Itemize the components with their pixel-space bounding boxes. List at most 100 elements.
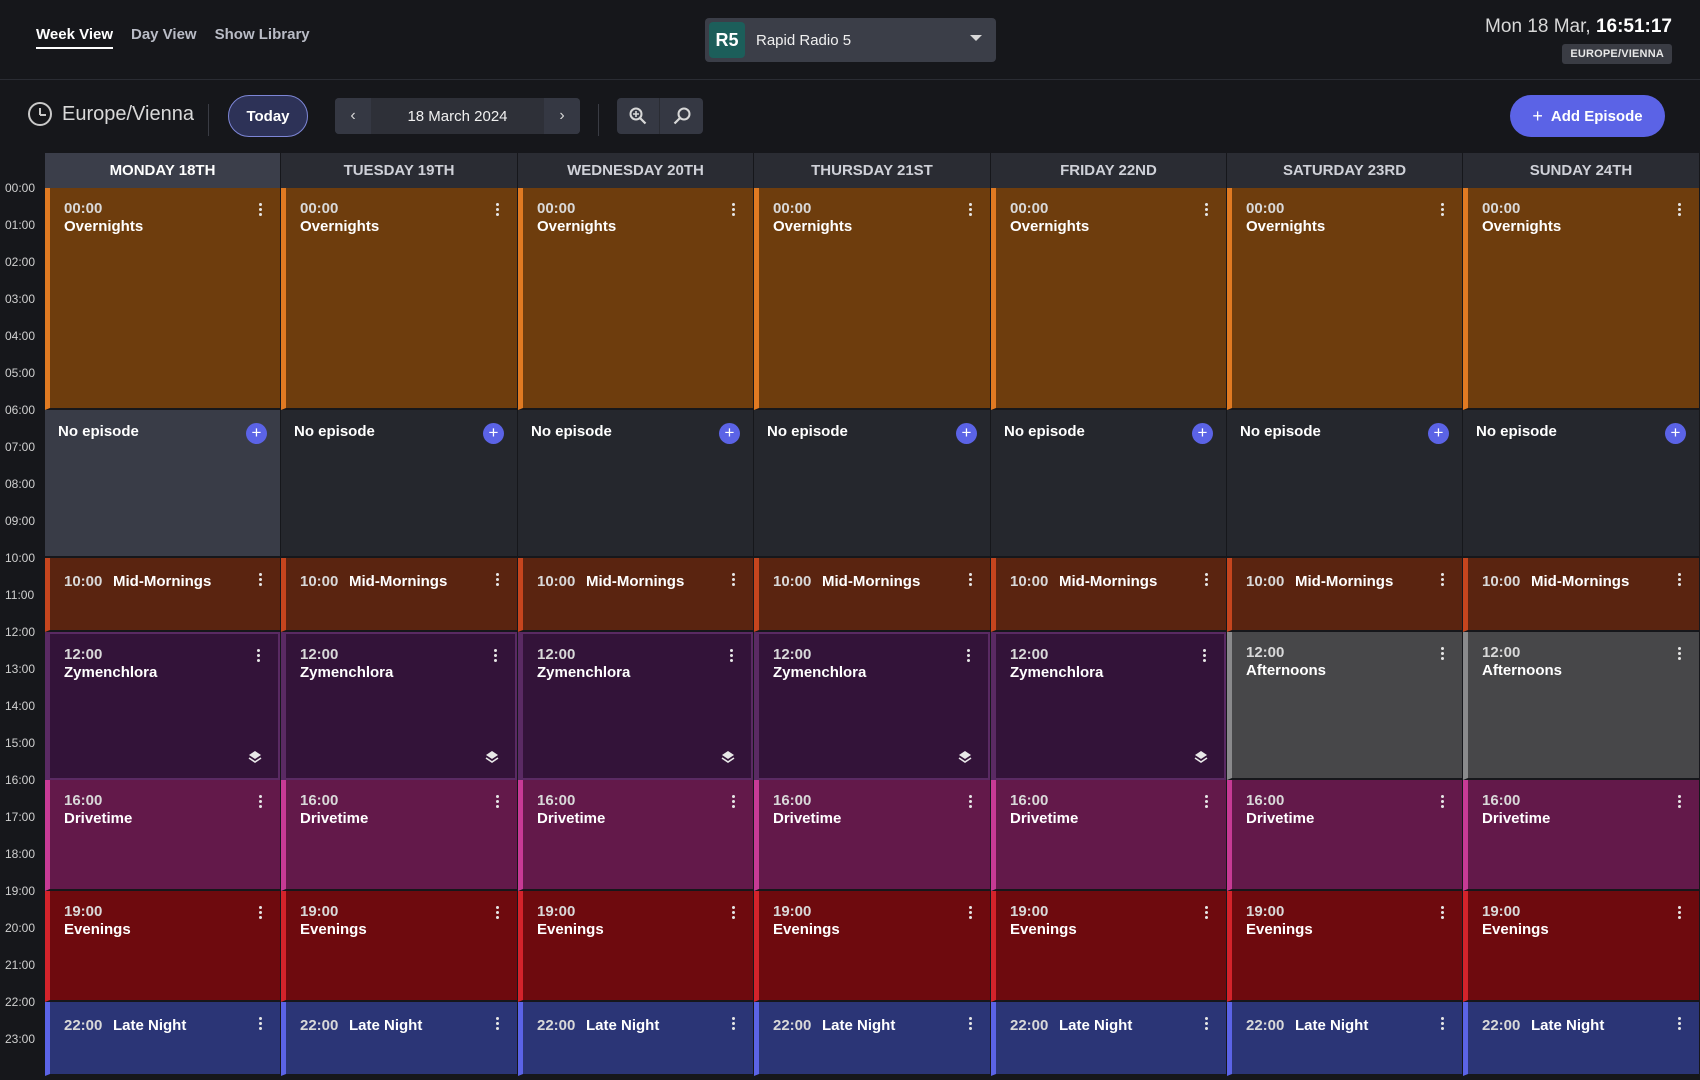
kebab-menu-icon[interactable] (969, 795, 972, 808)
episode-block[interactable]: 19:00 Evenings (1463, 891, 1699, 1002)
kebab-menu-icon[interactable] (1203, 649, 1206, 662)
station-select[interactable]: R5 Rapid Radio 5 (705, 18, 996, 62)
tab-week-view[interactable]: Week View (36, 26, 113, 49)
empty-slot[interactable]: No episode + (754, 410, 991, 558)
add-episode-plus-icon[interactable]: + (483, 423, 504, 444)
chevron-left-icon[interactable]: ‹ (335, 98, 371, 134)
empty-slot[interactable]: No episode + (518, 410, 754, 558)
episode-block[interactable]: 10:00 Mid-Mornings (518, 558, 753, 632)
episode-block[interactable]: 16:00 Drivetime (281, 780, 517, 891)
empty-slot[interactable]: No episode + (1227, 410, 1463, 558)
episode-block[interactable]: 22:00 Late Night (1463, 1002, 1699, 1076)
add-episode-plus-icon[interactable]: + (956, 423, 977, 444)
episode-block[interactable]: 00:00 Overnights (45, 188, 280, 410)
episode-block[interactable]: 19:00 Evenings (991, 891, 1226, 1002)
day-header[interactable]: WEDNESDAY 20TH (518, 153, 754, 188)
episode-block[interactable]: 12:00 Zymenchlora (518, 632, 753, 780)
kebab-menu-icon[interactable] (1441, 795, 1444, 808)
date-picker[interactable]: 18 March 2024 (371, 98, 544, 134)
kebab-menu-icon[interactable] (1678, 1017, 1681, 1030)
kebab-menu-icon[interactable] (1678, 573, 1681, 586)
episode-block[interactable]: 00:00 Overnights (1227, 188, 1462, 410)
today-button[interactable]: Today (228, 95, 308, 137)
episode-block[interactable]: 22:00 Late Night (1227, 1002, 1462, 1076)
kebab-menu-icon[interactable] (732, 795, 735, 808)
episode-block[interactable]: 22:00 Late Night (45, 1002, 280, 1076)
kebab-menu-icon[interactable] (732, 573, 735, 586)
episode-block[interactable]: 16:00 Drivetime (754, 780, 990, 891)
kebab-menu-icon[interactable] (1205, 906, 1208, 919)
episode-block[interactable]: 00:00 Overnights (1463, 188, 1699, 410)
add-episode-button[interactable]: + Add Episode (1510, 95, 1665, 137)
tab-show-library[interactable]: Show Library (214, 26, 310, 43)
day-header[interactable]: SUNDAY 24TH (1463, 153, 1700, 188)
day-header[interactable]: THURSDAY 21ST (754, 153, 991, 188)
add-episode-plus-icon[interactable]: + (1192, 423, 1213, 444)
episode-block[interactable]: 16:00 Drivetime (991, 780, 1226, 891)
kebab-menu-icon[interactable] (1441, 203, 1444, 216)
kebab-menu-icon[interactable] (259, 1017, 262, 1030)
episode-block[interactable]: 10:00 Mid-Mornings (1463, 558, 1699, 632)
episode-block[interactable]: 12:00 Zymenchlora (45, 632, 280, 780)
kebab-menu-icon[interactable] (1205, 573, 1208, 586)
kebab-menu-icon[interactable] (257, 649, 260, 662)
kebab-menu-icon[interactable] (1678, 906, 1681, 919)
empty-slot[interactable]: No episode + (45, 410, 281, 558)
episode-block[interactable]: 19:00 Evenings (45, 891, 280, 1002)
episode-block[interactable]: 10:00 Mid-Mornings (1227, 558, 1462, 632)
episode-block[interactable]: 19:00 Evenings (518, 891, 753, 1002)
kebab-menu-icon[interactable] (1205, 1017, 1208, 1030)
episode-block[interactable]: 16:00 Drivetime (45, 780, 280, 891)
episode-block[interactable]: 12:00 Zymenchlora (991, 632, 1226, 780)
tab-day-view[interactable]: Day View (131, 26, 197, 43)
episode-block[interactable]: 00:00 Overnights (991, 188, 1226, 410)
kebab-menu-icon[interactable] (496, 203, 499, 216)
episode-block[interactable]: 22:00 Late Night (518, 1002, 753, 1076)
kebab-menu-icon[interactable] (732, 906, 735, 919)
episode-block[interactable]: 12:00 Zymenchlora (754, 632, 990, 780)
kebab-menu-icon[interactable] (1678, 795, 1681, 808)
episode-block[interactable]: 22:00 Late Night (281, 1002, 517, 1076)
kebab-menu-icon[interactable] (496, 906, 499, 919)
episode-block[interactable]: 10:00 Mid-Mornings (991, 558, 1226, 632)
episode-block[interactable]: 16:00 Drivetime (518, 780, 753, 891)
empty-slot[interactable]: No episode + (1463, 410, 1700, 558)
episode-block[interactable]: 10:00 Mid-Mornings (281, 558, 517, 632)
add-episode-plus-icon[interactable]: + (1665, 423, 1686, 444)
episode-block[interactable]: 19:00 Evenings (1227, 891, 1462, 1002)
kebab-menu-icon[interactable] (967, 649, 970, 662)
zoom-in-icon[interactable] (617, 98, 660, 134)
episode-block[interactable]: 16:00 Drivetime (1463, 780, 1699, 891)
add-episode-plus-icon[interactable]: + (246, 423, 267, 444)
chevron-right-icon[interactable]: › (544, 98, 580, 134)
kebab-menu-icon[interactable] (496, 1017, 499, 1030)
kebab-menu-icon[interactable] (1678, 647, 1681, 660)
episode-block[interactable]: 10:00 Mid-Mornings (45, 558, 280, 632)
episode-block[interactable]: 19:00 Evenings (754, 891, 990, 1002)
day-header[interactable]: FRIDAY 22ND (991, 153, 1227, 188)
kebab-menu-icon[interactable] (259, 906, 262, 919)
episode-block[interactable]: 19:00 Evenings (281, 891, 517, 1002)
empty-slot[interactable]: No episode + (991, 410, 1227, 558)
kebab-menu-icon[interactable] (1441, 573, 1444, 586)
episode-block[interactable]: 16:00 Drivetime (1227, 780, 1462, 891)
empty-slot[interactable]: No episode + (281, 410, 518, 558)
kebab-menu-icon[interactable] (730, 649, 733, 662)
episode-block[interactable]: 22:00 Late Night (991, 1002, 1226, 1076)
kebab-menu-icon[interactable] (259, 203, 262, 216)
add-episode-plus-icon[interactable]: + (1428, 423, 1449, 444)
episode-block[interactable]: 12:00 Zymenchlora (281, 632, 517, 780)
kebab-menu-icon[interactable] (1441, 1017, 1444, 1030)
kebab-menu-icon[interactable] (496, 573, 499, 586)
episode-block[interactable]: 00:00 Overnights (518, 188, 753, 410)
episode-block[interactable]: 10:00 Mid-Mornings (754, 558, 990, 632)
add-episode-plus-icon[interactable]: + (719, 423, 740, 444)
kebab-menu-icon[interactable] (969, 203, 972, 216)
kebab-menu-icon[interactable] (1441, 647, 1444, 660)
kebab-menu-icon[interactable] (969, 906, 972, 919)
episode-block[interactable]: 00:00 Overnights (754, 188, 990, 410)
kebab-menu-icon[interactable] (1205, 795, 1208, 808)
day-header[interactable]: MONDAY 18TH (45, 153, 281, 188)
episode-block[interactable]: 22:00 Late Night (754, 1002, 990, 1076)
kebab-menu-icon[interactable] (1678, 203, 1681, 216)
